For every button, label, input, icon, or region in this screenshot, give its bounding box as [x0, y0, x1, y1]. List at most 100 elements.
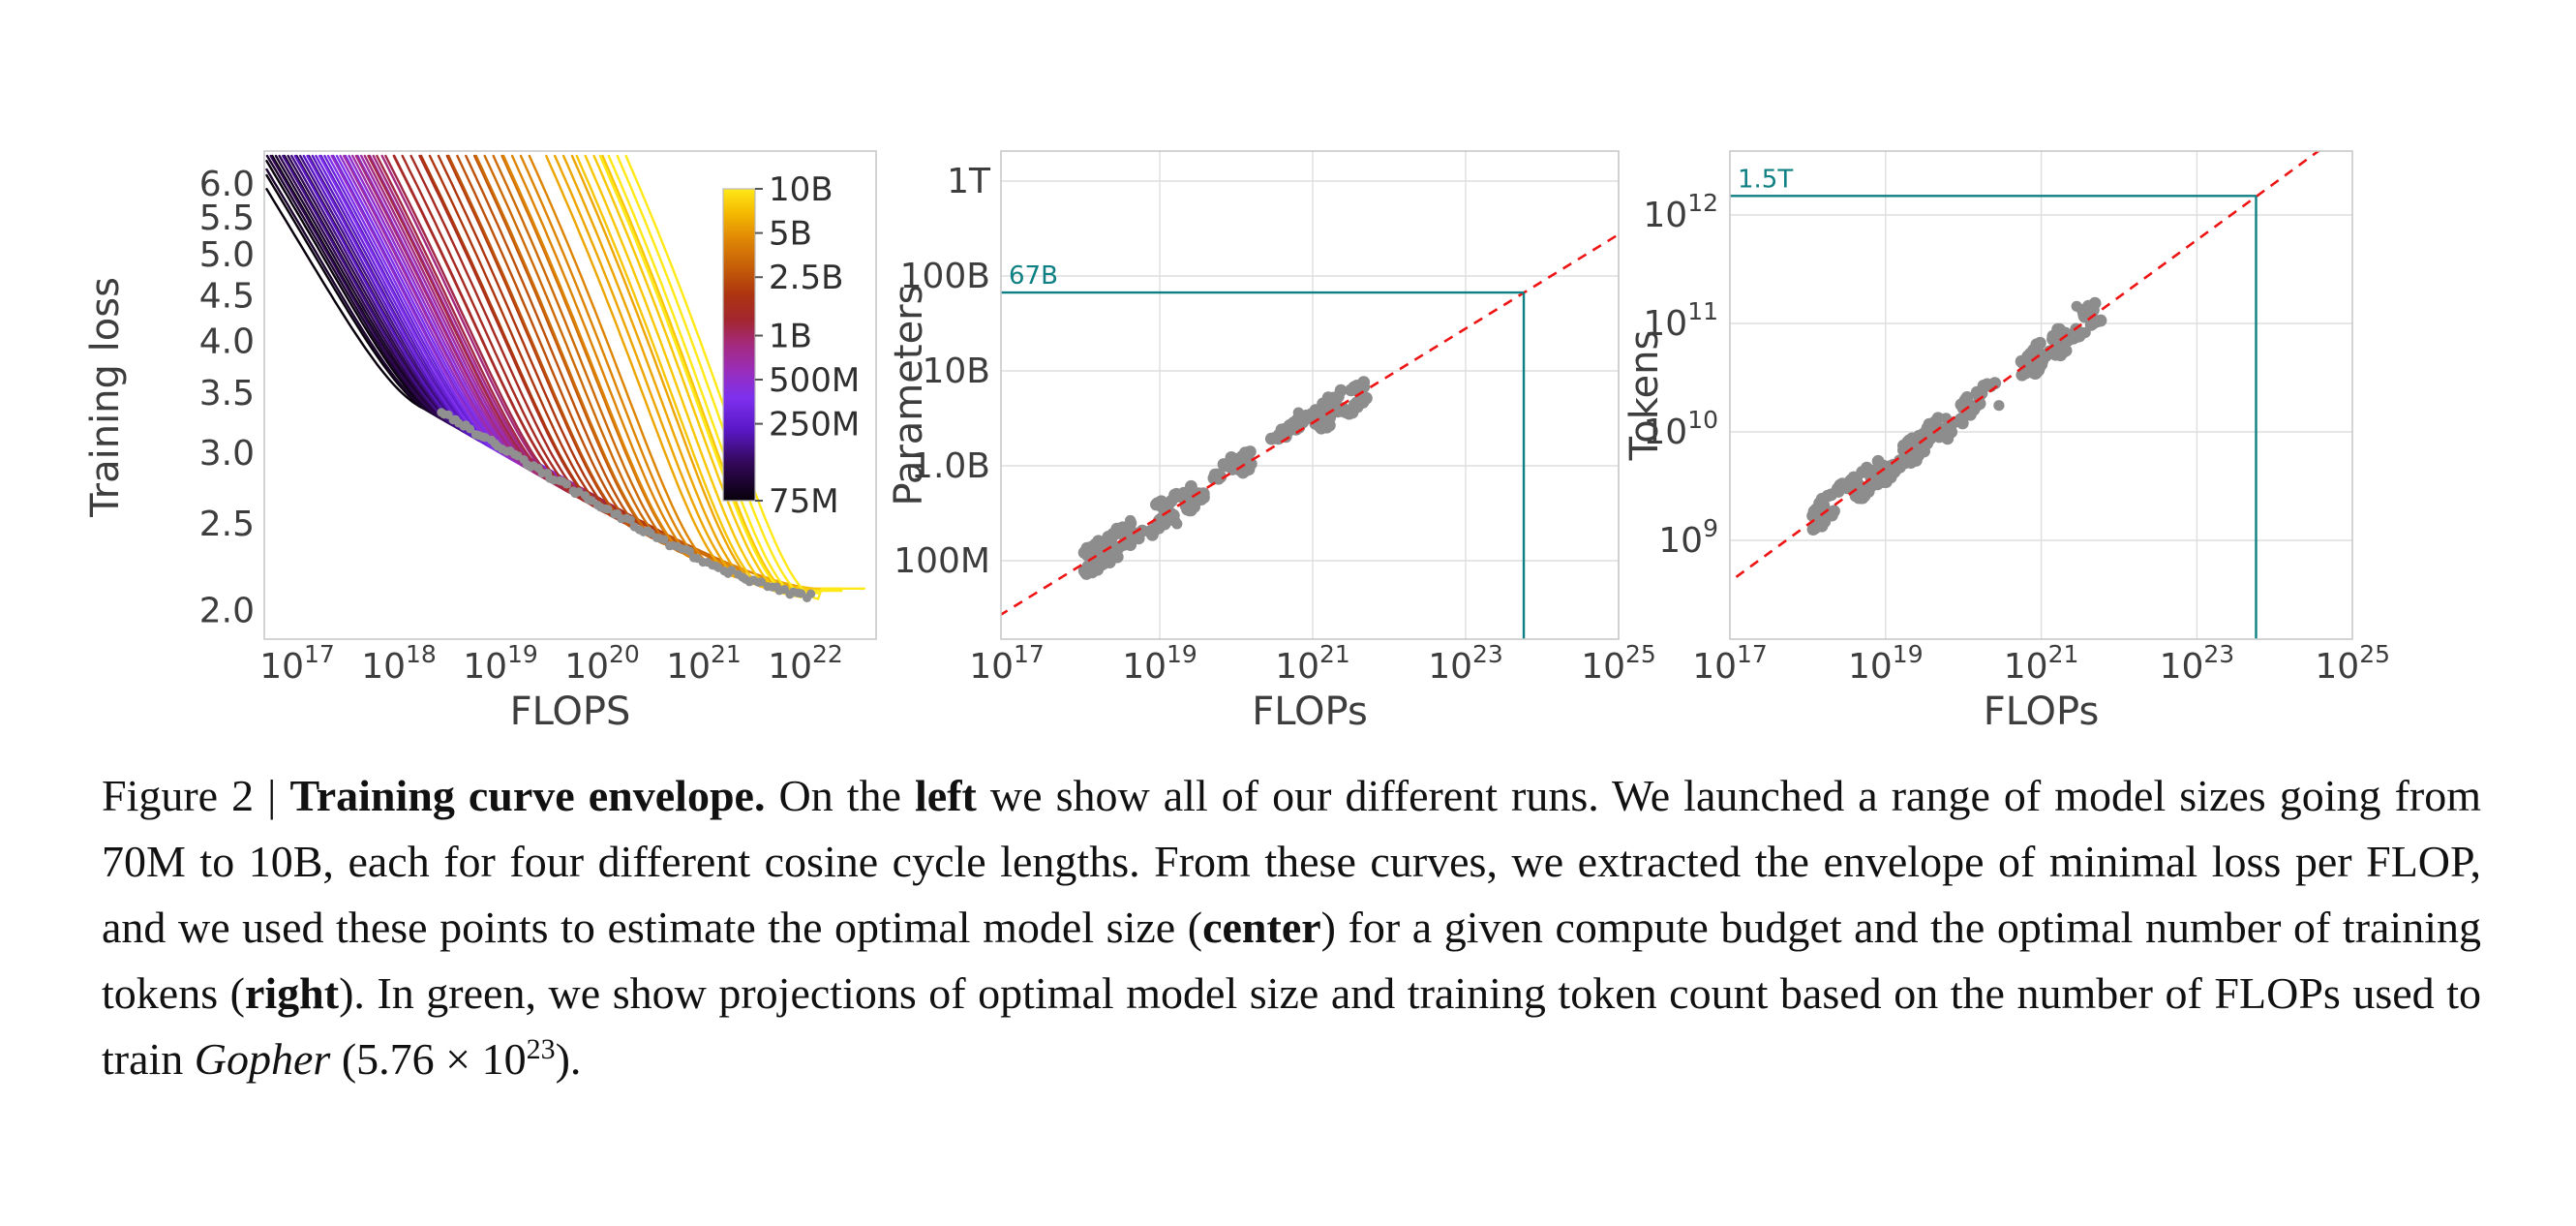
- run-point: [1905, 432, 1919, 445]
- training-curve: [545, 154, 743, 579]
- run-point: [2051, 345, 2064, 358]
- run-point: [1224, 456, 1236, 470]
- svg-text:2.5: 2.5: [199, 505, 255, 544]
- run-point: [1244, 457, 1258, 471]
- training-curve: [500, 154, 742, 569]
- svg-text:1012: 1012: [1643, 189, 1718, 235]
- model-size-colorbar: 10B 5B 2.5B 1B 500M 250M 75M: [722, 170, 860, 521]
- run-point: [1858, 483, 1870, 496]
- svg-text:1021: 1021: [2004, 640, 2079, 687]
- run-point: [1815, 492, 1829, 506]
- svg-text:1017: 1017: [1692, 640, 1768, 687]
- caption-text: (5.76 × 10: [330, 1034, 527, 1084]
- svg-text:10B: 10B: [922, 352, 990, 391]
- svg-text:Tokens: Tokens: [1622, 330, 1667, 462]
- svg-text:1025: 1025: [2315, 640, 2390, 687]
- run-point: [1871, 454, 1885, 468]
- svg-text:2.0: 2.0: [199, 591, 255, 630]
- run-point: [1323, 399, 1336, 413]
- svg-text:Parameters: Parameters: [887, 285, 931, 506]
- envelope-point: [603, 505, 613, 514]
- efficient-frontier-fit: [1001, 232, 1619, 617]
- run-point: [1094, 536, 1107, 549]
- run-point: [2034, 336, 2046, 350]
- svg-text:1017: 1017: [259, 640, 335, 687]
- gopher-projection: 1.5T: [1730, 165, 2258, 639]
- training-curve: [265, 188, 446, 414]
- run-point: [1809, 523, 1822, 535]
- svg-text:1023: 1023: [2160, 640, 2235, 687]
- svg-text:5B: 5B: [769, 215, 812, 254]
- loss-envelope-points: [437, 408, 816, 603]
- svg-text:1011: 1011: [1643, 297, 1718, 344]
- envelope-point: [561, 479, 572, 489]
- svg-text:4.0: 4.0: [199, 322, 255, 362]
- run-point: [1171, 518, 1183, 530]
- trend-line: [1001, 232, 1619, 617]
- caption-superscript: 23: [526, 1033, 556, 1065]
- run-point: [1988, 377, 2002, 390]
- envelope-point: [625, 515, 635, 525]
- svg-text:Training loss: Training loss: [83, 277, 128, 518]
- run-point: [1828, 505, 1840, 518]
- training-curve: [282, 154, 480, 436]
- svg-text:1B: 1B: [769, 318, 812, 356]
- run-point: [1931, 412, 1945, 425]
- run-point: [1243, 447, 1255, 459]
- caption-text: ) for a given compute budget and the opt…: [102, 903, 2481, 1018]
- center-parameters-plot: 67B 1017 1019 1021 1023 1025 1T 100B 10B 1.0B 100M…: [887, 151, 1656, 734]
- run-point: [1960, 391, 1974, 404]
- scatter-points: [1806, 296, 2107, 536]
- run-point: [1125, 514, 1136, 527]
- envelope-point: [727, 566, 737, 575]
- envelope-point: [646, 528, 655, 538]
- svg-text:250M: 250M: [769, 406, 860, 444]
- right-tokens-plot: 1.5T 1017 1019 1021 1023 1025 1012 1011 1010 109 F…: [1622, 151, 2390, 734]
- run-point: [1105, 533, 1118, 546]
- envelope-point: [659, 535, 669, 544]
- svg-text:1T: 1T: [947, 162, 991, 201]
- gridlines: [1730, 151, 2352, 639]
- svg-text:1010: 1010: [1643, 406, 1718, 452]
- envelope-point: [756, 577, 767, 587]
- run-point: [1900, 449, 1912, 461]
- run-point: [2053, 322, 2066, 336]
- training-curve: [598, 154, 798, 598]
- svg-text:1023: 1023: [1428, 640, 1503, 687]
- axis-labels: 1017 1019 1021 1023 1025 1012 1011 1010 109 FLOPs…: [1622, 189, 2390, 734]
- caption-text: we show all of our different runs. We la…: [102, 771, 2481, 952]
- svg-text:6.0: 6.0: [199, 165, 255, 204]
- run-point: [1875, 473, 1889, 485]
- axis-labels: 1017 1019 1021 1023 1025 1T 100B 10B 1.0B 100M FLO…: [887, 162, 1656, 734]
- svg-text:1017: 1017: [969, 640, 1045, 687]
- projection-label: 1.5T: [1738, 165, 1793, 194]
- run-point: [1810, 506, 1824, 520]
- run-point: [1106, 549, 1120, 563]
- svg-text:100M: 100M: [894, 541, 990, 581]
- svg-text:75M: 75M: [769, 482, 839, 521]
- run-point: [1092, 556, 1105, 569]
- caption-bold-text: right: [244, 968, 340, 1018]
- trend-line: [1730, 151, 2321, 584]
- svg-text:2.5B: 2.5B: [769, 259, 843, 297]
- gopher-projection: 67B: [1001, 261, 1526, 639]
- envelope-point: [465, 424, 475, 434]
- run-point: [1334, 383, 1348, 397]
- svg-text:1019: 1019: [1122, 640, 1197, 687]
- run-point: [1357, 381, 1371, 393]
- svg-text:3.5: 3.5: [199, 374, 255, 414]
- caption-text: Figure 2 |: [102, 771, 290, 820]
- svg-text:500M: 500M: [769, 361, 860, 400]
- caption-bold-text: left: [915, 771, 977, 820]
- training-curve: [473, 154, 714, 559]
- svg-text:FLOPs: FLOPs: [1252, 690, 1368, 734]
- run-point: [2083, 302, 2097, 316]
- training-curve: [502, 154, 701, 561]
- caption-italic-text: Gopher: [194, 1034, 331, 1084]
- envelope-point: [684, 546, 695, 556]
- run-point: [2035, 357, 2048, 371]
- training-curve: [265, 168, 457, 421]
- training-curve: [528, 154, 770, 580]
